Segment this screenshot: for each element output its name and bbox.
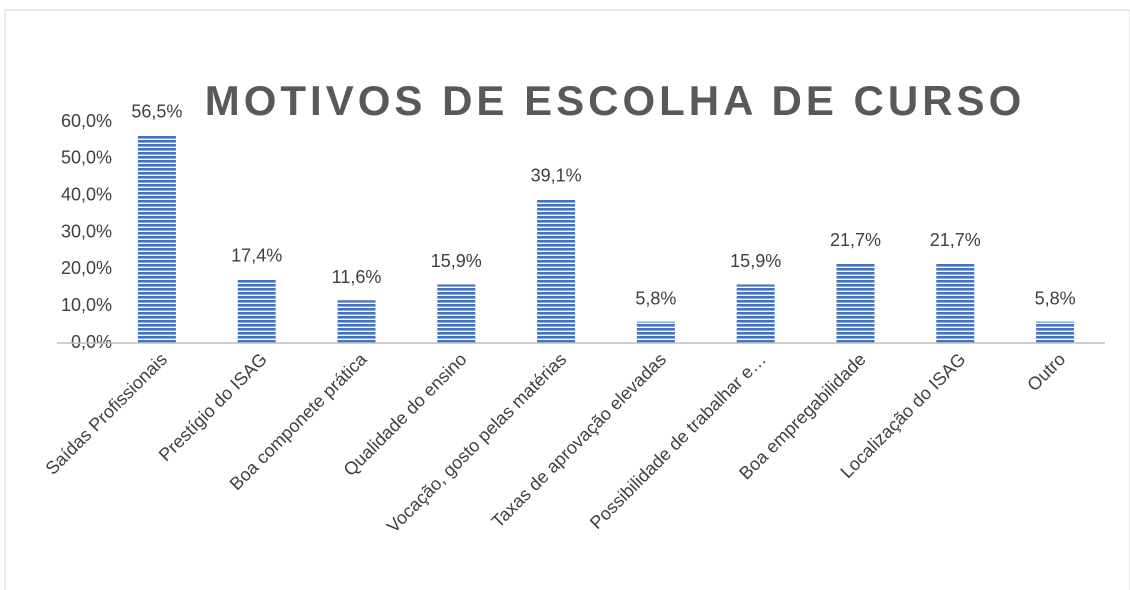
y-tick-label: 40,0% xyxy=(61,184,112,204)
chart-title: MOTIVOS DE ESCOLHA DE CURSO xyxy=(205,77,1026,124)
bar xyxy=(936,263,975,343)
x-tick-label: Vocação, gosto pelas matérias xyxy=(383,349,570,536)
x-tick-label: Prestígio do ISAG xyxy=(155,349,271,465)
y-tick-label: 20,0% xyxy=(61,258,112,278)
value-label: 39,1% xyxy=(531,166,582,186)
value-label: 21,7% xyxy=(830,230,881,250)
bar xyxy=(736,284,775,343)
value-label: 17,4% xyxy=(231,246,282,266)
value-label: 21,7% xyxy=(930,230,981,250)
x-tick-label: Outro xyxy=(1023,349,1069,395)
y-tick-label: 0,0% xyxy=(71,332,112,352)
bar xyxy=(237,278,276,343)
value-label: 11,6% xyxy=(332,267,382,287)
bar xyxy=(636,321,675,343)
y-tick-label: 50,0% xyxy=(61,148,112,168)
value-label: 5,8% xyxy=(1035,288,1076,308)
value-label: 15,9% xyxy=(730,251,781,271)
chart-border xyxy=(4,9,1130,590)
value-label: 56,5% xyxy=(131,102,182,122)
x-tick-label: Possibilidade de trabalhar e… xyxy=(586,349,770,533)
x-tick-label: Taxas de aprovação elevadas xyxy=(488,349,671,532)
bar xyxy=(437,284,476,343)
y-tick-label: 30,0% xyxy=(61,221,112,241)
value-label: 15,9% xyxy=(431,251,482,271)
bar xyxy=(537,198,576,343)
y-tick-label: 10,0% xyxy=(61,295,112,315)
y-tick-label: 60,0% xyxy=(61,111,112,131)
value-label: 5,8% xyxy=(635,288,676,308)
bar xyxy=(836,263,875,343)
bar xyxy=(1036,321,1075,343)
bar xyxy=(137,134,176,343)
bar xyxy=(337,300,376,343)
x-tick-label: Saídas Profissionais xyxy=(42,349,171,478)
